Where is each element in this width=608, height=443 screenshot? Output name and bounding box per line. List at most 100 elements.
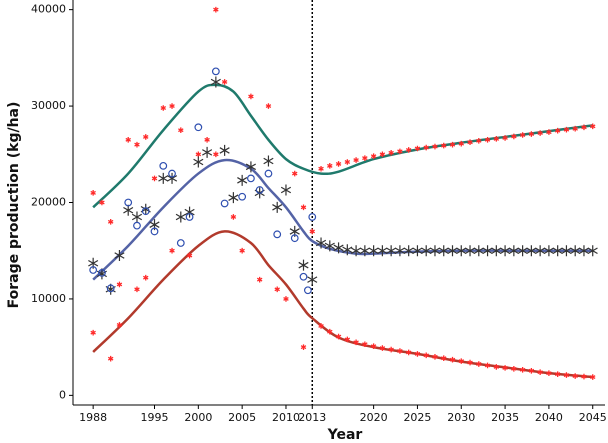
x-tick-label: 1988: [79, 411, 107, 424]
star-marker: [160, 105, 167, 111]
star-marker: [476, 137, 482, 144]
star-marker: [99, 199, 105, 206]
trend-line: [92, 230, 593, 379]
y-axis-label: Forage production (kg/ha): [6, 102, 22, 309]
star-marker: [213, 6, 219, 13]
asterisk-marker: [245, 161, 256, 173]
circle-marker: [255, 186, 264, 194]
asterisk-marker: [500, 245, 511, 257]
star-marker: [239, 247, 245, 254]
asterisk-marker: [351, 245, 362, 257]
asterisk-marker: [272, 201, 283, 213]
star-marker: [107, 218, 114, 225]
circle-marker: [150, 227, 159, 236]
circle-marker: [133, 221, 141, 230]
asterisk-marker: [166, 172, 178, 184]
star-marker: [344, 336, 351, 343]
circle-marker: [238, 192, 247, 201]
star-marker: [519, 132, 526, 138]
star-marker: [493, 136, 500, 142]
star-marker: [423, 352, 429, 359]
star-marker: [476, 361, 482, 367]
star-marker: [440, 142, 447, 149]
circle-marker: [106, 284, 115, 293]
asterisk-marker: [228, 192, 239, 204]
circle-marker: [247, 174, 255, 183]
star-marker: [379, 345, 386, 351]
y-tick-label: 10000: [31, 292, 66, 305]
asterisk-marker: [158, 172, 169, 184]
star-marker: [248, 93, 254, 100]
star-marker: [90, 329, 96, 336]
star-marker: [362, 341, 368, 348]
x-tick-label: 2040: [535, 411, 563, 424]
circle-marker: [168, 169, 176, 178]
star-marker: [370, 153, 377, 160]
star-marker: [151, 175, 158, 182]
asterisk-marker: [412, 245, 423, 257]
star-marker: [213, 151, 219, 158]
asterisk-marker: [429, 245, 441, 257]
star-marker: [589, 374, 596, 380]
x-tick-label: 2025: [403, 411, 431, 424]
circle-marker: [273, 230, 282, 239]
star-marker: [265, 103, 272, 109]
asterisk-marker: [307, 274, 318, 286]
circle-marker: [194, 123, 203, 132]
asterisk-marker: [131, 211, 143, 223]
star-marker: [423, 144, 429, 151]
asterisk-marker: [368, 245, 379, 257]
star-marker: [467, 139, 473, 146]
y-tick-label: 20000: [31, 196, 66, 209]
star-marker: [563, 126, 570, 133]
asterisk-marker: [386, 245, 397, 257]
circle-marker: [220, 199, 229, 208]
circle-marker: [303, 286, 312, 295]
asterisk-marker: [508, 245, 519, 257]
star-marker: [484, 362, 491, 369]
star-marker: [134, 141, 140, 148]
asterisk-marker: [570, 245, 581, 257]
star-marker: [353, 157, 359, 163]
star-marker: [458, 140, 465, 147]
asterisk-marker: [535, 245, 546, 257]
x-axis-label: Year: [327, 427, 363, 443]
star-marker: [327, 163, 333, 169]
asterisk-marker: [263, 155, 274, 167]
star-marker: [107, 355, 114, 362]
x-tick-label: 2005: [228, 411, 256, 424]
asterisk-marker: [237, 174, 248, 186]
circle-marker: [308, 213, 317, 221]
star-marker: [581, 373, 587, 380]
star-marker: [274, 286, 280, 293]
star-marker: [125, 137, 131, 143]
star-marker: [502, 365, 508, 371]
star-marker: [563, 372, 570, 378]
star-marker: [256, 276, 263, 283]
star-marker: [300, 344, 307, 350]
star-marker: [283, 296, 289, 302]
star-marker: [519, 367, 526, 373]
star-marker: [353, 339, 359, 346]
circle-marker: [89, 266, 98, 274]
circle-marker: [176, 239, 185, 247]
asterisk-marker: [587, 245, 598, 257]
asterisk-marker: [377, 245, 388, 257]
star-marker: [537, 369, 543, 376]
asterisk-marker: [324, 240, 335, 252]
star-marker: [397, 348, 403, 354]
asterisk-marker: [394, 245, 405, 257]
asterisk-marker: [473, 245, 484, 257]
star-marker: [414, 145, 421, 152]
asterisk-marker: [175, 211, 186, 223]
star-marker: [440, 355, 447, 362]
star-marker: [502, 135, 508, 141]
star-marker: [186, 252, 193, 259]
asterisk-marker: [578, 245, 590, 257]
star-marker: [546, 129, 552, 135]
circle-marker: [98, 268, 106, 277]
asterisk-marker: [280, 184, 292, 196]
asterisk-marker: [482, 245, 493, 257]
star-marker: [528, 131, 535, 137]
star-marker: [572, 125, 578, 132]
